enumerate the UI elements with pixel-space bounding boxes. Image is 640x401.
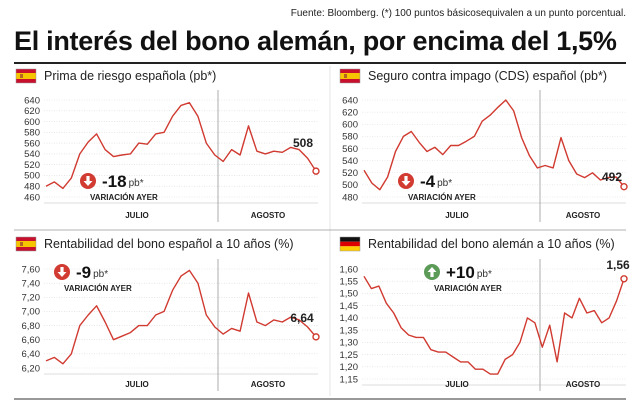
germany-flag-icon (339, 236, 361, 252)
y-tick-label: 640 (24, 95, 40, 106)
y-tick-label: 600 (24, 117, 40, 128)
bottom-rule (14, 398, 626, 400)
y-tick-label: 1,20 (340, 362, 359, 373)
chart-panel: Seguro contra impago (CDS) español (pb*)… (342, 69, 628, 222)
chart-title: Rentabilidad del bono español a 10 años … (44, 237, 293, 251)
y-tick-label: 520 (24, 160, 40, 171)
x-label-julio: JULIO (125, 380, 149, 389)
y-tick-label: 580 (342, 132, 358, 143)
last-value-marker (312, 333, 320, 341)
y-tick-label: 460 (24, 192, 40, 203)
y-tick-label: 1,45 (340, 301, 359, 312)
top-rule (14, 62, 626, 64)
change-unit: pb* (477, 269, 492, 280)
y-tick-label: 1,30 (340, 338, 359, 349)
x-label-agosto: AGOSTO (251, 211, 286, 220)
change-badge: -18 pb* VARIACIÓN AYER (80, 172, 158, 202)
spain-flag-icon (339, 68, 361, 84)
change-badge: -4 pb* VARIACIÓN AYER (398, 172, 476, 202)
change-value: +10 (446, 263, 475, 282)
y-tick-label: 540 (342, 156, 358, 167)
change-unit: pb* (129, 178, 144, 189)
x-label-agosto: AGOSTO (251, 380, 286, 389)
y-tick-label: 480 (342, 192, 358, 203)
x-label-julio: JULIO (445, 380, 469, 389)
change-value: -18 (102, 172, 127, 191)
chart-title: Seguro contra impago (CDS) español (pb*) (368, 69, 607, 83)
last-value-label: 492 (602, 170, 622, 184)
y-tick-label: 500 (342, 180, 358, 191)
y-tick-label: 580 (24, 128, 40, 139)
spain-flag-icon (15, 236, 37, 252)
spain-flag-icon (15, 68, 37, 84)
change-value: -4 (420, 172, 436, 191)
y-tick-label: 600 (342, 120, 358, 131)
y-tick-label: 560 (24, 138, 40, 149)
last-value-marker (620, 275, 628, 283)
arrow-down-icon (54, 264, 70, 280)
series-line (363, 275, 625, 375)
last-value-label: 508 (293, 136, 313, 150)
x-label-agosto: AGOSTO (566, 211, 601, 220)
chart-panel: Rentabilidad del bono español a 10 años … (22, 237, 320, 391)
series-line (45, 269, 317, 365)
y-tick-label: 6,20 (22, 363, 41, 374)
x-label-julio: JULIO (125, 211, 149, 220)
y-tick-label: 7,60 (22, 264, 41, 275)
arrow-down-icon (80, 173, 96, 189)
y-tick-label: 640 (342, 95, 358, 106)
change-unit: pb* (93, 269, 108, 280)
y-tick-label: 520 (342, 168, 358, 179)
series-line (363, 99, 625, 191)
y-tick-label: 620 (342, 107, 358, 118)
change-label: VARIACIÓN AYER (408, 193, 476, 202)
y-tick-label: 620 (24, 106, 40, 117)
last-value-marker (620, 182, 628, 191)
arrow-up-icon (424, 264, 440, 280)
change-unit: pb* (437, 178, 452, 189)
y-tick-label: 1,60 (340, 264, 359, 275)
chart-panel: Prima de riesgo española (pb*)6406206005… (24, 69, 320, 222)
chart-title: Rentabilidad del bono alemán a 10 años (… (368, 237, 615, 251)
y-tick-label: 7,40 (22, 278, 41, 289)
last-value-marker (312, 167, 320, 175)
y-tick-label: 1,55 (340, 277, 359, 288)
last-value-label: 1,56 (606, 258, 630, 272)
chart-panel: Rentabilidad del bono alemán a 10 años (… (340, 237, 630, 391)
headline: El interés del bono alemán, por encima d… (14, 26, 617, 56)
y-tick-label: 540 (24, 149, 40, 160)
x-label-agosto: AGOSTO (566, 380, 601, 389)
change-badge: +10 pb* VARIACIÓN AYER (424, 263, 502, 293)
change-label: VARIACIÓN AYER (90, 193, 158, 202)
y-tick-label: 1,40 (340, 313, 359, 324)
y-tick-label: 6,80 (22, 321, 41, 332)
y-tick-label: 6,60 (22, 335, 41, 346)
y-tick-label: 6,40 (22, 349, 41, 360)
y-tick-label: 480 (24, 182, 40, 193)
change-badge: -9 pb* VARIACIÓN AYER (54, 263, 132, 293)
y-tick-label: 560 (342, 144, 358, 155)
source-note: Fuente: Bloomberg. (*) 100 puntos básico… (290, 8, 626, 19)
y-tick-label: 500 (24, 171, 40, 182)
y-tick-label: 1,25 (340, 350, 359, 361)
y-tick-label: 1,15 (340, 374, 359, 385)
y-tick-label: 7,20 (22, 293, 41, 304)
change-value: -9 (76, 263, 91, 282)
series-line (45, 101, 317, 190)
y-tick-label: 1,50 (340, 289, 359, 300)
change-label: VARIACIÓN AYER (434, 284, 502, 293)
chart-title: Prima de riesgo española (pb*) (44, 69, 216, 83)
last-value-label: 6,64 (290, 311, 314, 325)
change-label: VARIACIÓN AYER (64, 284, 132, 293)
y-tick-label: 1,35 (340, 325, 359, 336)
arrow-down-icon (398, 173, 414, 189)
y-tick-label: 7,00 (22, 307, 41, 318)
x-label-julio: JULIO (445, 211, 469, 220)
